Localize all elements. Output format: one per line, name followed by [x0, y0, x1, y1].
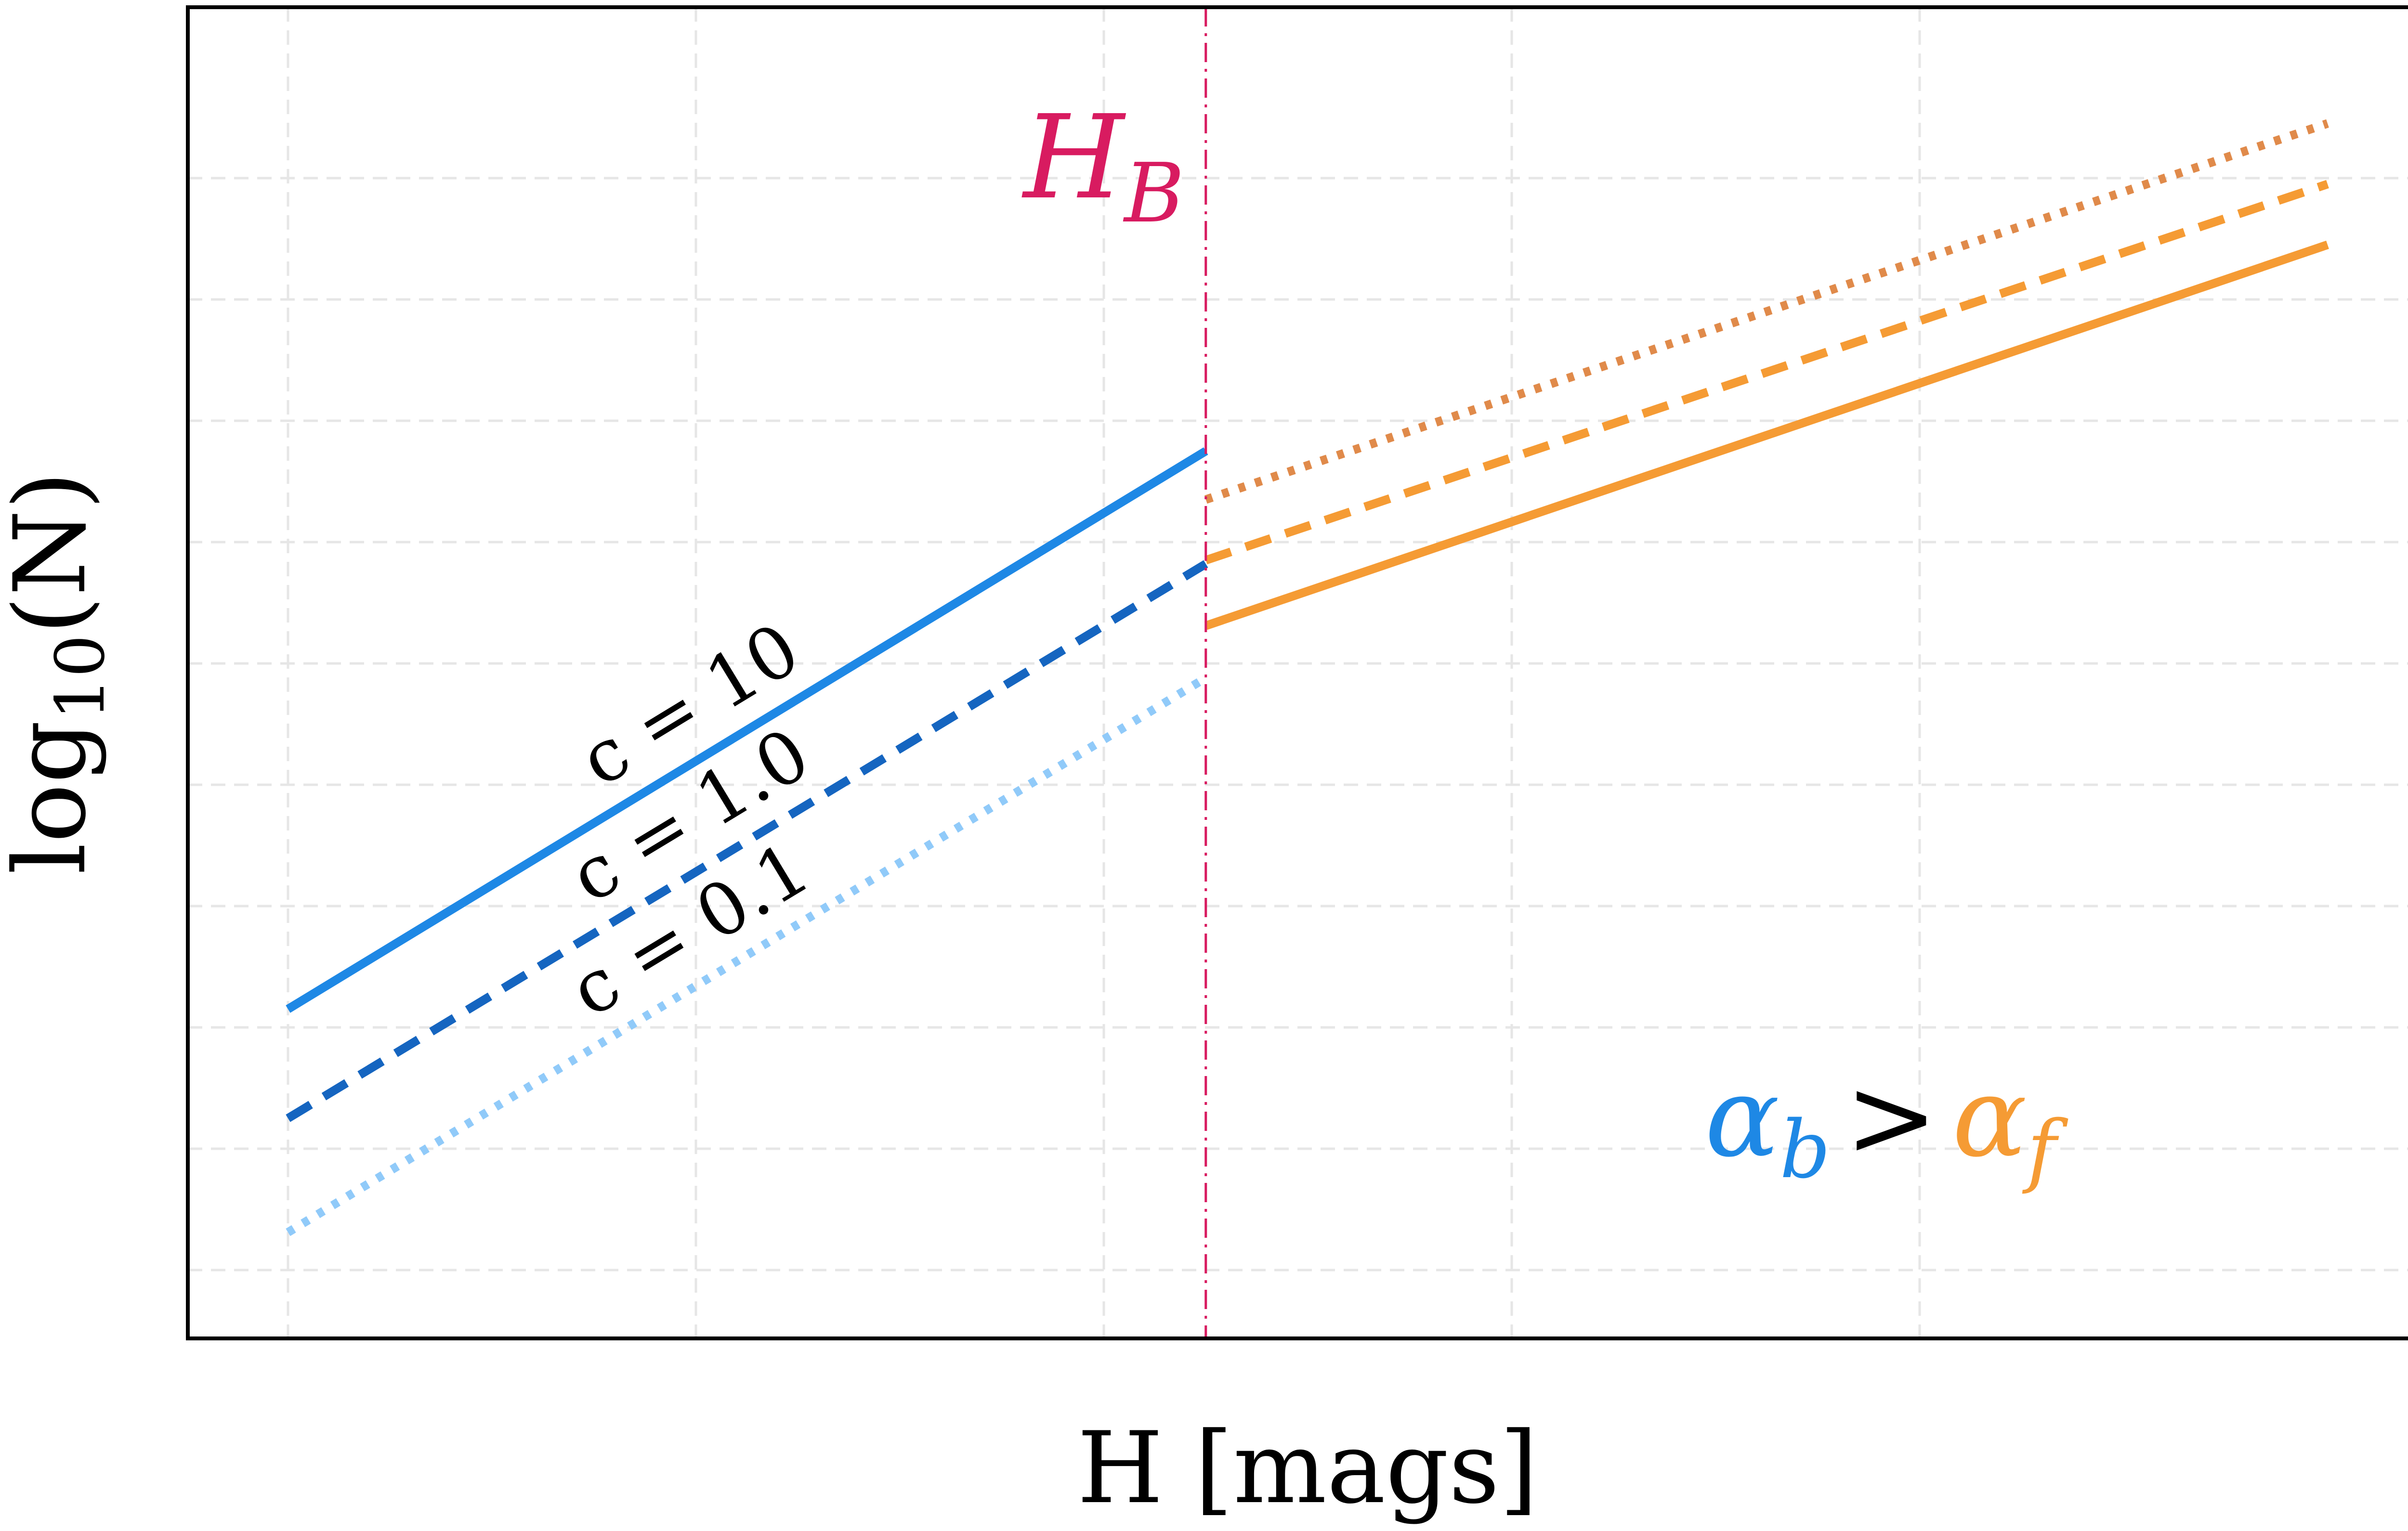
series-line-bright-dotted — [286, 674, 1208, 1236]
y-axis-label-sub: 10 — [41, 635, 120, 720]
breakpoint-label: HB — [1021, 90, 1184, 241]
y-axis-label-base: log — [0, 720, 108, 874]
grid — [188, 7, 2408, 1338]
x-axis-label: H [mags] — [1077, 1411, 1538, 1526]
y-axis-label-tail: (N) — [0, 471, 108, 635]
greater-than-symbol: > — [1845, 1053, 1938, 1182]
alpha-b-symbol: α — [1705, 1053, 1780, 1182]
plot-frame — [186, 5, 2408, 1340]
series-line-faint-solid — [1204, 240, 2329, 630]
alpha-b-sub: b — [1780, 1103, 1831, 1196]
series-line-bright-solid — [286, 447, 1208, 1013]
alpha-f-symbol: α — [1952, 1053, 2027, 1182]
series-line-bright-dashed — [286, 560, 1208, 1122]
y-axis-label: log10(N) — [0, 471, 120, 875]
slope-annotation: αb > αf — [1705, 1053, 2068, 1196]
breakpoint-label-sub: B — [1123, 146, 1184, 241]
series-layer — [286, 119, 2329, 1236]
breakpoint-label-main: H — [1021, 90, 1126, 225]
series-line-faint-dotted — [1204, 119, 2329, 504]
series-line-faint-dashed — [1204, 180, 2329, 565]
